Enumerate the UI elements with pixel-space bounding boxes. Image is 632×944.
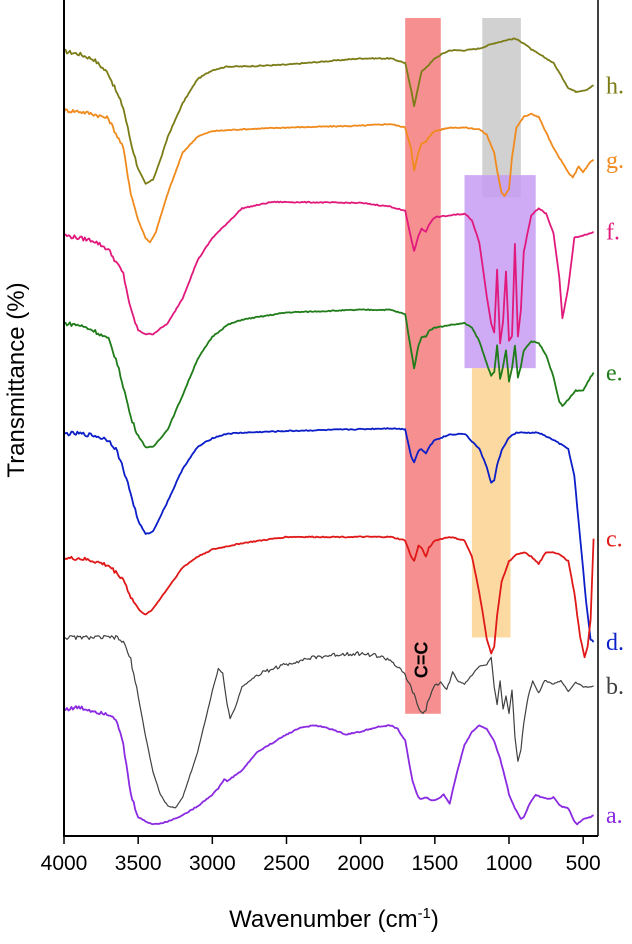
x-tick-label-2000: 2000 xyxy=(337,852,384,875)
series-line-d xyxy=(63,427,595,643)
series-label-f: f. xyxy=(606,220,620,246)
highlight-band-1 xyxy=(482,18,521,198)
series-label-d: d. xyxy=(606,630,624,656)
series-label-g: g. xyxy=(606,148,624,174)
series-line-h xyxy=(63,37,594,185)
x-ticks: 4000 3500 3000 2500 2000 1500 1000 500 xyxy=(41,836,601,875)
spectra-series xyxy=(63,37,595,826)
series-line-c xyxy=(63,535,595,659)
series-label-c: c. xyxy=(606,527,623,553)
series-line-e xyxy=(63,308,595,449)
x-tick-label-1500: 1500 xyxy=(411,852,458,875)
band-labels: C=C xyxy=(412,642,432,679)
y-axis-title: Transmittance (%) xyxy=(3,282,30,477)
x-tick-label-2500: 2500 xyxy=(263,852,310,875)
series-label-e: e. xyxy=(606,361,623,387)
series-label-h: h. xyxy=(606,73,624,99)
band-label-0: C=C xyxy=(412,642,432,679)
series-label-b: b. xyxy=(606,674,624,700)
series-labels: h. g. f. e. d. c. b. a. xyxy=(606,73,624,829)
series-label-a: a. xyxy=(606,803,623,829)
series-line-b xyxy=(63,634,594,809)
highlight-band-3 xyxy=(471,368,511,638)
highlight-bands xyxy=(405,18,536,714)
x-tick-label-500: 500 xyxy=(566,852,601,875)
x-tick-label-4000: 4000 xyxy=(41,852,88,875)
x-axis-title-text: Wavenumber (cm xyxy=(229,906,417,933)
x-tick-label-3000: 3000 xyxy=(189,852,236,875)
x-tick-label-3500: 3500 xyxy=(115,852,162,875)
series-line-f xyxy=(63,200,595,345)
x-axis-title-suffix: ) xyxy=(431,906,439,933)
x-axis-title: Wavenumber (cm-1) xyxy=(229,905,439,933)
x-tick-label-1000: 1000 xyxy=(486,852,533,875)
series-line-g xyxy=(63,108,595,244)
x-axis-title-sup: -1 xyxy=(418,905,431,922)
highlight-band-0 xyxy=(405,18,441,714)
series-line-a xyxy=(63,705,594,826)
